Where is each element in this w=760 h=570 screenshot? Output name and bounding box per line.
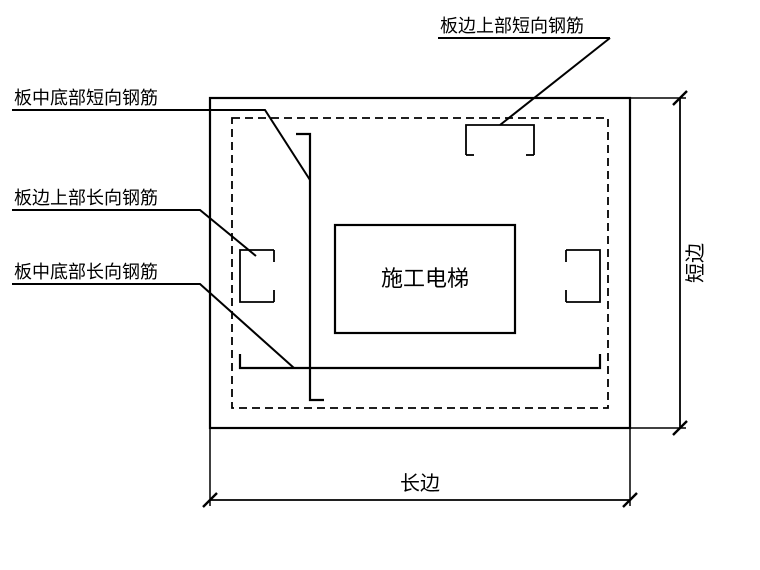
callout-edge-top-long-label: 板边上部长向钢筋	[14, 188, 158, 208]
elevator-label: 施工电梯	[381, 266, 469, 291]
dim-short-label: 短边	[684, 243, 707, 283]
rebar-top-long-right-icon	[566, 250, 600, 302]
callout-mid-bottom-short-label: 板中底部短向钢筋	[14, 88, 158, 108]
rebar-bottom-long-icon	[240, 354, 600, 368]
inner-dashed-outline	[232, 118, 608, 408]
rebar-top-long-left-icon	[240, 250, 274, 302]
rebar-bottom-short-icon	[296, 134, 324, 400]
outer-slab-outline	[210, 98, 630, 428]
callout-top-short-leader	[500, 38, 610, 125]
callout-mid-bottom-short-leader	[186, 110, 310, 180]
rebar-top-short-icon	[466, 125, 534, 155]
rebar-layout-diagram: 施工电梯长边 短边 板边上部短向钢筋板中底部短向钢筋板边上部长向钢筋板中底部长向钢筋	[0, 0, 760, 570]
callout-top-short-label: 板边上部短向钢筋	[440, 16, 584, 36]
dim-long-label: 长边	[400, 472, 440, 495]
callout-mid-bottom-long-label: 板中底部长向钢筋	[14, 262, 158, 282]
